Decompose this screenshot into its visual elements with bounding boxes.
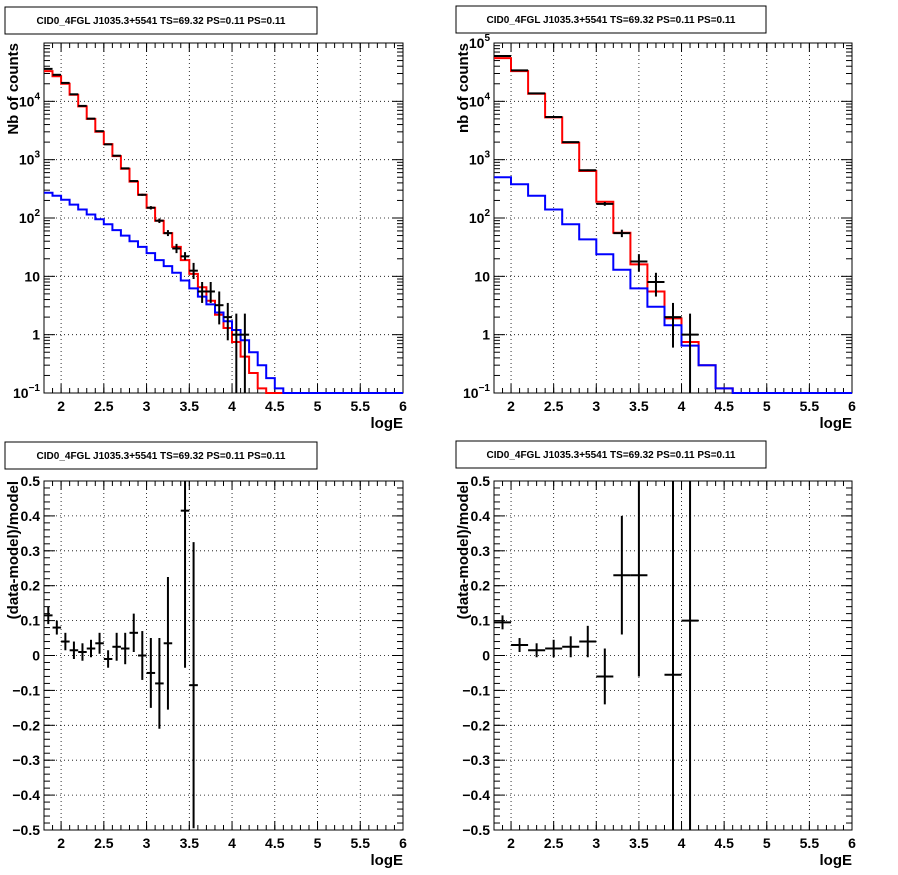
y-tick-label: 10−1: [13, 383, 40, 401]
title-box: [4, 6, 318, 35]
x-tick-label: 2.5: [94, 835, 114, 851]
y-tick-label: −0.4: [12, 787, 40, 803]
x-tick-label: 4.5: [265, 398, 285, 414]
x-tick-label: 5: [763, 398, 771, 414]
y-tick-label: 10−1: [463, 383, 490, 401]
x-tick-label: 5: [763, 835, 771, 851]
y-tick-label: −0.1: [12, 682, 40, 698]
x-tick-label: 4: [228, 835, 236, 851]
chart-title: CID0_4FGL J1035.3+5541 TS=69.32 PS=0.11 …: [37, 16, 286, 27]
x-tick-label: 5.5: [800, 835, 820, 851]
x-axis-label: logE: [820, 852, 853, 869]
chart-title: CID0_4FGL J1035.3+5541 TS=69.32 PS=0.11 …: [37, 451, 286, 462]
x-tick-label: 4.5: [714, 835, 734, 851]
residual-plot-right-panel: CID0_4FGL J1035.3+5541 TS=69.32 PS=0.11 …: [455, 440, 856, 869]
y-tick-label: 0.5: [21, 473, 41, 489]
y-tick-label: 104: [469, 91, 491, 109]
x-tick-label: 2: [57, 835, 65, 851]
y-tick-label: 0.5: [471, 473, 491, 489]
y-tick-label: 0.1: [471, 613, 491, 629]
y-tick-label: −0.3: [462, 752, 490, 768]
title-box: [455, 440, 767, 469]
residual-plot-left-panel: CID0_4FGL J1035.3+5541 TS=69.32 PS=0.11 …: [4, 441, 407, 869]
y-axis-label: nb of counts: [455, 43, 472, 133]
y-tick-label: 10: [474, 268, 490, 284]
y-tick-label: 102: [19, 208, 41, 226]
y-tick-label: 0.4: [21, 508, 41, 524]
x-tick-label: 5: [314, 398, 322, 414]
x-tick-label: 6: [848, 398, 856, 414]
total-model-histogram: [44, 70, 403, 394]
counts-plot-left-panel: CID0_4FGL J1035.3+5541 TS=69.32 PS=0.11 …: [4, 6, 407, 432]
counts-plot-right-panel: CID0_4FGL J1035.3+5541 TS=69.32 PS=0.11 …: [455, 5, 856, 432]
x-axis-label: logE: [371, 852, 404, 869]
x-tick-label: 6: [399, 835, 407, 851]
x-tick-label: 2: [507, 835, 515, 851]
plot-frame: [43, 480, 404, 831]
y-tick-label: −0.4: [462, 787, 490, 803]
y-tick-label: 0.2: [21, 578, 41, 594]
y-tick-label: 10: [24, 268, 40, 284]
y-tick-label: 0.2: [471, 578, 491, 594]
y-tick-label: 1: [482, 327, 490, 343]
x-tick-label: 5.5: [800, 398, 820, 414]
y-tick-label: −0.5: [12, 822, 40, 838]
x-tick-label: 3: [592, 835, 600, 851]
x-tick-label: 3: [143, 835, 151, 851]
x-tick-label: 2.5: [94, 398, 114, 414]
x-tick-label: 3.5: [180, 835, 200, 851]
y-tick-label: 0.4: [471, 508, 491, 524]
title-box: [455, 5, 767, 34]
y-tick-label: 105: [469, 33, 491, 51]
x-tick-label: 2.5: [544, 398, 564, 414]
y-tick-label: 0: [482, 648, 490, 664]
x-tick-label: 2: [57, 398, 65, 414]
y-tick-label: −0.5: [462, 822, 490, 838]
y-tick-label: −0.1: [462, 682, 490, 698]
chart-title: CID0_4FGL J1035.3+5541 TS=69.32 PS=0.11 …: [487, 15, 736, 26]
x-tick-label: 3: [143, 398, 151, 414]
x-tick-label: 3: [592, 398, 600, 414]
x-tick-label: 6: [399, 398, 407, 414]
y-axis-label: (data-model)/model: [455, 481, 472, 619]
x-tick-label: 3.5: [629, 398, 649, 414]
component-histogram: [44, 191, 403, 394]
y-tick-label: −0.2: [12, 717, 40, 733]
y-tick-label: 103: [19, 150, 41, 168]
x-tick-label: 5: [314, 835, 322, 851]
x-tick-label: 3.5: [180, 398, 200, 414]
y-tick-label: 0.1: [21, 613, 41, 629]
y-tick-label: −0.3: [12, 752, 40, 768]
y-tick-label: 0.3: [471, 543, 491, 559]
y-axis-label: (data-model)/model: [5, 481, 22, 619]
y-axis-label: Nb of counts: [5, 43, 22, 135]
x-axis-label: logE: [820, 415, 853, 432]
chart-title: CID0_4FGL J1035.3+5541 TS=69.32 PS=0.11 …: [487, 450, 736, 461]
x-tick-label: 4: [678, 835, 686, 851]
x-tick-label: 5.5: [351, 398, 371, 414]
x-tick-label: 3.5: [629, 835, 649, 851]
x-tick-label: 5.5: [351, 835, 371, 851]
y-tick-label: 103: [469, 150, 491, 168]
x-tick-label: 4: [678, 398, 686, 414]
y-tick-label: 0: [32, 648, 40, 664]
x-tick-label: 4.5: [714, 398, 734, 414]
x-tick-label: 6: [848, 835, 856, 851]
x-tick-label: 4.5: [265, 835, 285, 851]
x-tick-label: 4: [228, 398, 236, 414]
y-tick-label: −0.2: [462, 717, 490, 733]
x-axis-label: logE: [371, 415, 404, 432]
y-tick-label: 104: [19, 91, 41, 109]
y-tick-label: 102: [469, 208, 491, 226]
x-tick-label: 2: [507, 398, 515, 414]
y-tick-label: 1: [32, 327, 40, 343]
y-tick-label: 0.3: [21, 543, 41, 559]
plot-frame: [43, 42, 404, 394]
title-box: [4, 441, 318, 470]
component-histogram: [494, 176, 852, 394]
x-tick-label: 2.5: [544, 835, 564, 851]
